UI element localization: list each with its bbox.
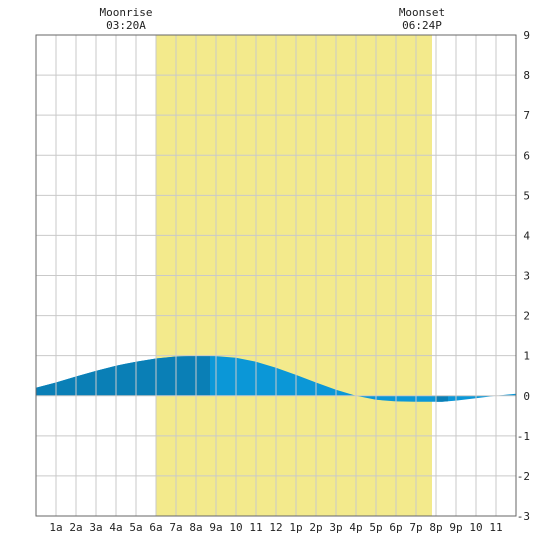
x-tick-label: 11 bbox=[489, 521, 502, 534]
y-tick-label: 2 bbox=[523, 310, 530, 323]
moon-event-time: 06:24P bbox=[402, 19, 442, 32]
y-tick-label: 1 bbox=[523, 350, 530, 363]
x-tick-label: 8p bbox=[429, 521, 442, 534]
x-tick-label: 2a bbox=[69, 521, 82, 534]
x-tick-label: 10 bbox=[469, 521, 482, 534]
y-tick-label: 5 bbox=[523, 189, 530, 202]
x-tick-label: 2p bbox=[309, 521, 322, 534]
y-tick-label: -2 bbox=[517, 470, 530, 483]
y-tick-label: -3 bbox=[517, 510, 530, 523]
y-tick-label: 7 bbox=[523, 109, 530, 122]
y-tick-label: -1 bbox=[517, 430, 530, 443]
x-tick-label: 9p bbox=[449, 521, 462, 534]
tide-area-dark-segment bbox=[436, 395, 448, 402]
moon-event-title: Moonrise bbox=[100, 6, 153, 19]
y-tick-label: 4 bbox=[523, 229, 530, 242]
x-tick-label: 4a bbox=[109, 521, 122, 534]
x-tick-label: 7a bbox=[169, 521, 182, 534]
x-tick-label: 5p bbox=[369, 521, 382, 534]
tide-area-dark-segment bbox=[36, 355, 210, 396]
x-tick-label: 3a bbox=[89, 521, 102, 534]
x-tick-label: 12 bbox=[269, 521, 282, 534]
x-tick-label: 1a bbox=[49, 521, 62, 534]
x-tick-label: 9a bbox=[209, 521, 222, 534]
x-tick-label: 4p bbox=[349, 521, 362, 534]
y-tick-label: 0 bbox=[523, 390, 530, 403]
x-tick-label: 6a bbox=[149, 521, 162, 534]
x-tick-label: 7p bbox=[409, 521, 422, 534]
x-tick-label: 11 bbox=[249, 521, 262, 534]
x-tick-label: 6p bbox=[389, 521, 402, 534]
plot-frame bbox=[35, 34, 517, 517]
moon-event-time: 03:20A bbox=[106, 19, 146, 32]
y-tick-label: 9 bbox=[523, 29, 530, 42]
x-tick-label: 1p bbox=[289, 521, 302, 534]
y-tick-label: 3 bbox=[523, 270, 530, 283]
moon-event-title: Moonset bbox=[399, 6, 445, 19]
y-tick-label: 6 bbox=[523, 149, 530, 162]
x-tick-label: 3p bbox=[329, 521, 342, 534]
y-tick-label: 8 bbox=[523, 69, 530, 82]
x-tick-label: 5a bbox=[129, 521, 142, 534]
x-tick-label: 8a bbox=[189, 521, 202, 534]
x-tick-label: 10 bbox=[229, 521, 242, 534]
